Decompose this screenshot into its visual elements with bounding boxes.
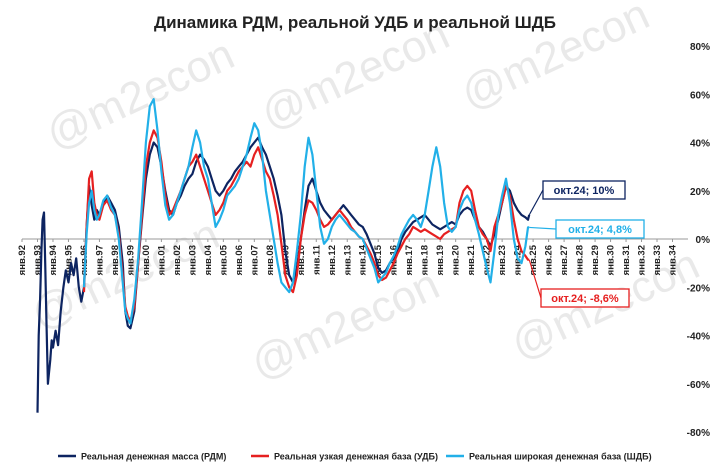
x-tick-label: янв.23 bbox=[497, 245, 508, 275]
x-tick-label: янв.08 bbox=[265, 245, 276, 275]
callout-label: окт.24; -8,6% bbox=[551, 293, 619, 305]
y-tick-label: -20% bbox=[687, 283, 710, 294]
x-tick-label: янв.34 bbox=[668, 244, 679, 275]
x-axis: янв.92 янв.93 янв.94 янв.95 янв.96 янв.97 янв.… bbox=[17, 239, 679, 275]
x-tick-label: янв.14 bbox=[358, 244, 369, 275]
x-tick-label: янв.29 bbox=[590, 245, 601, 275]
y-tick-label: 0% bbox=[696, 235, 711, 246]
y-tick-label: 60% bbox=[690, 90, 710, 101]
chart-title: Динамика РДМ, реальной УДБ и реальной ШД… bbox=[154, 13, 556, 32]
x-tick-label: янв.05 bbox=[218, 244, 229, 275]
x-tick-label: янв.13 bbox=[342, 245, 353, 275]
callout-leader bbox=[528, 189, 544, 216]
x-tick-label: янв.02 bbox=[172, 245, 183, 275]
callout-box bbox=[555, 219, 645, 239]
y-tick-label: 40% bbox=[690, 139, 710, 150]
x-tick-label: янв.00 bbox=[141, 245, 152, 275]
x-tick-label: янв.21 bbox=[466, 244, 477, 275]
legend-label: Реальная широкая денежная база (ШДБ) bbox=[469, 452, 652, 462]
callout-label: окт.24; 10% bbox=[554, 185, 615, 197]
x-tick-label: янв.17 bbox=[404, 245, 415, 275]
x-tick-label: янв.93 bbox=[32, 245, 43, 275]
y-tick-label: -80% bbox=[687, 428, 710, 439]
x-tick-label: янв.12 bbox=[327, 245, 338, 275]
y-axis: 80% 60% 40% 20% 0% -20% -40% -60% -80% bbox=[687, 42, 710, 439]
callout-label: окт.24; 4,8% bbox=[568, 224, 632, 236]
x-tick-label: янв.18 bbox=[420, 245, 431, 275]
x-tick-label: янв.10 bbox=[296, 245, 307, 275]
x-tick-label: янв.33 bbox=[652, 245, 663, 275]
x-tick-label: янв.20 bbox=[451, 245, 462, 275]
y-tick-label: -60% bbox=[687, 380, 710, 391]
callout-leader bbox=[528, 259, 542, 299]
x-tick-label: янв.31 bbox=[621, 244, 632, 275]
legend-label: Реальная денежная масса (РДМ) bbox=[81, 452, 226, 462]
x-tick-label: янв.01 bbox=[156, 244, 167, 275]
y-tick-label: 20% bbox=[690, 187, 710, 198]
x-tick-label: янв.26 bbox=[544, 245, 555, 275]
y-tick-label: -40% bbox=[687, 332, 710, 343]
x-tick-label: янв.30 bbox=[606, 245, 617, 275]
callout-leader bbox=[529, 226, 557, 230]
legend: Реальная денежная масса (РДМ) Реальная уз… bbox=[58, 452, 652, 462]
x-tick-label: янв.92 bbox=[17, 245, 28, 275]
x-tick-label: янв.95 bbox=[63, 244, 74, 275]
x-tick-label: янв.04 bbox=[203, 244, 214, 275]
x-tick-label: янв.07 bbox=[249, 245, 260, 275]
callout-box bbox=[540, 288, 630, 308]
series-line-3 bbox=[82, 98, 530, 325]
x-tick-label: янв.03 bbox=[187, 245, 198, 275]
series-layer bbox=[36, 98, 531, 413]
watermark-text: @m2econ bbox=[244, 260, 447, 389]
callout-box bbox=[542, 180, 626, 200]
annotation-layer: окт.24; 10% окт.24; 4,8% окт.24; -8,6% bbox=[528, 180, 645, 308]
watermark-text: @m2econ bbox=[39, 30, 242, 159]
x-tick-label: янв.28 bbox=[575, 245, 586, 275]
x-tick-label: янв.97 bbox=[94, 245, 105, 275]
x-tick-label: янв.15 bbox=[373, 244, 384, 275]
x-tick-label: янв.06 bbox=[234, 245, 245, 275]
x-tick-label: янв.32 bbox=[637, 245, 648, 275]
x-tick-label: янв.99 bbox=[125, 245, 136, 275]
x-tick-label: янв.22 bbox=[482, 245, 493, 275]
x-tick-label: янв.11 bbox=[311, 244, 322, 275]
x-tick-label: янв.27 bbox=[559, 245, 570, 275]
x-tick-label: янв.25 bbox=[528, 244, 539, 275]
legend-label: Реальная узкая денежная база (УДБ) bbox=[274, 452, 438, 462]
x-tick-label: янв.94 bbox=[48, 244, 59, 275]
x-tick-label: янв.19 bbox=[435, 245, 446, 275]
y-tick-label: 80% bbox=[690, 42, 710, 53]
x-tick-label: янв.98 bbox=[110, 245, 121, 275]
